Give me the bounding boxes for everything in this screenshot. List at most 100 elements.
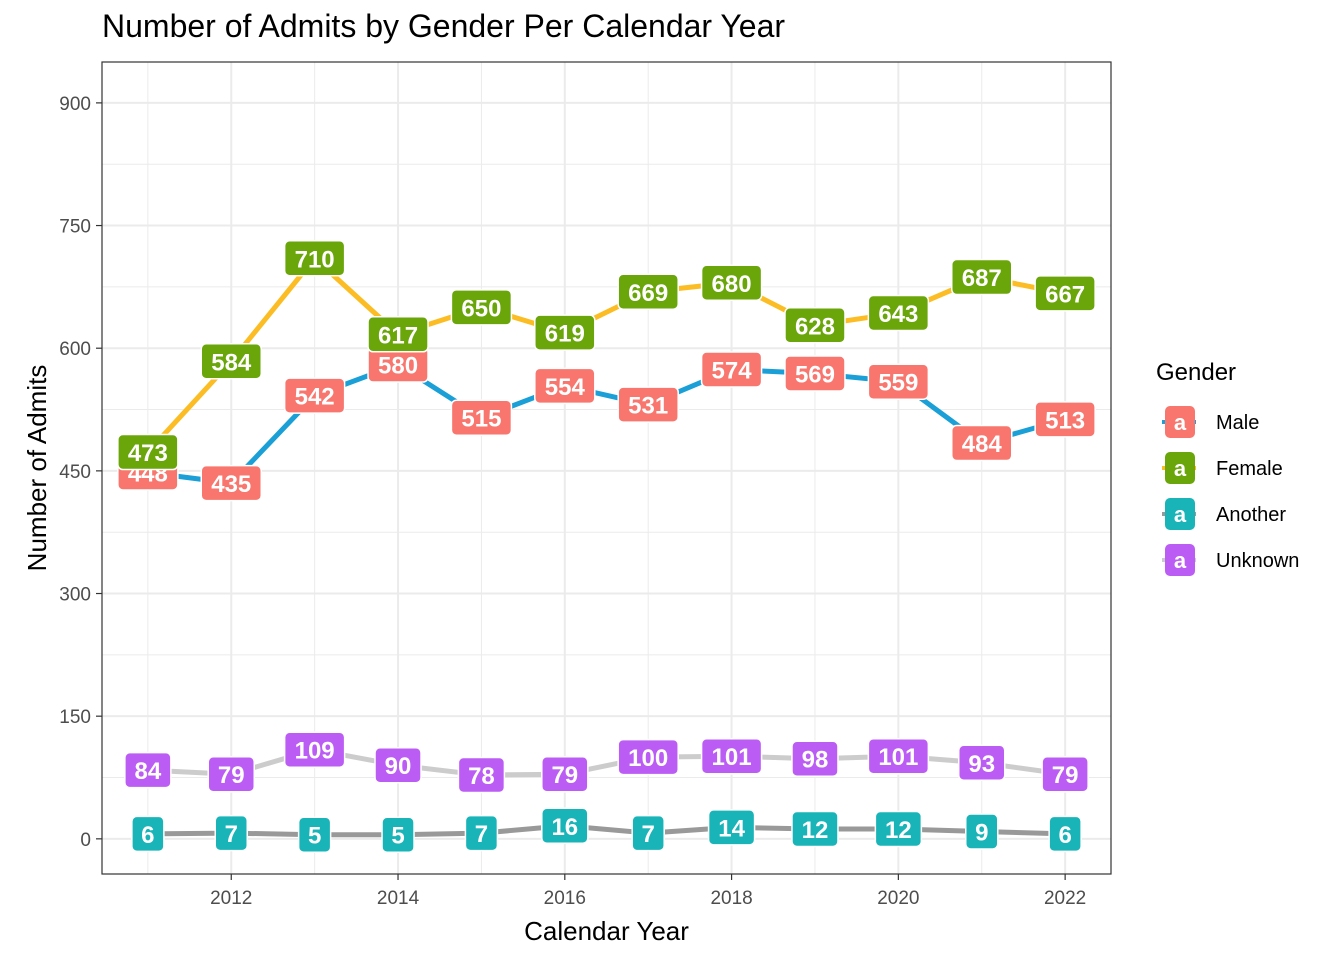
- data-label-box: [1048, 815, 1082, 853]
- data-label: 109: [295, 738, 335, 765]
- data-label: 554: [545, 374, 586, 401]
- legend-label-unknown: Unknown: [1216, 550, 1299, 572]
- legend-key-glyph: a: [1174, 548, 1187, 573]
- data-label: 16: [551, 814, 578, 841]
- data-label: 100: [628, 745, 668, 772]
- data-label-box: [367, 316, 429, 353]
- data-label-box: [450, 289, 513, 326]
- data-label-box: [541, 755, 589, 793]
- data-label: 484: [962, 431, 1003, 458]
- data-label-box: [200, 343, 263, 380]
- data-label-box: [617, 386, 679, 423]
- axis-ticks: 0 150 300 450 600 750 900 2012 2014 2016 2018 2020 2…: [59, 94, 1086, 909]
- chart-title: Number of Admits by Gender Per Calendar …: [102, 8, 786, 44]
- x-tick-label: 2018: [710, 888, 752, 909]
- data-label: 559: [878, 370, 918, 397]
- data-label: 680: [712, 271, 752, 298]
- x-tick-label: 2016: [544, 888, 586, 909]
- data-label-box: [700, 264, 763, 302]
- data-label: 710: [295, 246, 335, 273]
- data-label-box: [207, 755, 256, 793]
- data-label-box: [214, 814, 249, 852]
- data-label-box: [700, 351, 763, 388]
- data-label-box: [874, 810, 923, 848]
- data-label-box: [200, 464, 263, 502]
- legend-label-male: Male: [1216, 412, 1259, 434]
- data-label-box: [700, 737, 763, 775]
- data-label-box: [124, 751, 172, 789]
- data-label: 12: [802, 817, 829, 844]
- data-label-box: [784, 355, 846, 392]
- data-label: 14: [718, 815, 745, 842]
- data-label-box: [631, 814, 665, 852]
- data-label: 580: [378, 353, 418, 380]
- data-label: 79: [551, 762, 578, 789]
- data-labels: 6 7 5 5 7 16 7 14 12 12 9 6 84 79 109 90 78 79 100 101 98 101…: [117, 240, 1096, 853]
- data-label-box: [617, 273, 679, 311]
- data-label: 515: [461, 406, 501, 433]
- data-label: 9: [975, 819, 988, 846]
- data-label-box: [283, 731, 346, 768]
- data-label-box: [534, 367, 596, 405]
- data-label: 574: [712, 357, 753, 384]
- legend-key-box: [1165, 544, 1195, 576]
- data-label: 93: [968, 751, 995, 778]
- data-label-box: [1034, 275, 1096, 312]
- data-label-box: [297, 816, 332, 853]
- data-label: 569: [795, 362, 835, 389]
- data-label: 7: [642, 821, 655, 848]
- data-label: 98: [802, 747, 829, 774]
- legend-key-box: [1165, 452, 1195, 484]
- data-label-box: [867, 363, 930, 400]
- data-label-box: [464, 814, 499, 852]
- data-label: 584: [211, 349, 252, 376]
- data-label: 650: [461, 295, 501, 322]
- legend-key-glyph: a: [1174, 410, 1187, 435]
- data-label-box: [117, 433, 179, 471]
- y-tick-label: 900: [59, 94, 91, 115]
- y-tick-label: 750: [59, 217, 91, 238]
- data-label-box: [374, 746, 422, 784]
- data-label: 513: [1045, 407, 1085, 434]
- data-label-box: [957, 744, 1006, 782]
- data-label: 617: [378, 322, 418, 349]
- data-label-box: [950, 258, 1013, 296]
- label-group-another: 6 7 5 5 7 16 7 14 12 12 9 6: [131, 807, 1082, 853]
- y-axis-title: Number of Admits: [22, 365, 52, 572]
- data-label: 101: [878, 744, 918, 771]
- grid-layer: [102, 62, 1111, 874]
- data-label-box: [1041, 755, 1089, 793]
- data-label: 79: [1052, 762, 1079, 789]
- legend-key-female: a: [1162, 452, 1196, 484]
- legend: Gender a Male a Female a Another a Unknown: [1156, 359, 1299, 576]
- data-label: 628: [795, 313, 835, 340]
- data-label-box: [950, 424, 1013, 462]
- data-label-box: [964, 813, 999, 850]
- legend-key-another: a: [1162, 498, 1196, 530]
- data-label: 84: [135, 758, 162, 785]
- data-label: 7: [475, 821, 488, 848]
- data-label: 12: [885, 817, 912, 844]
- data-label-box: [283, 377, 346, 414]
- data-label: 6: [141, 822, 154, 849]
- panel-border: [101, 61, 1112, 875]
- legend-label-female: Female: [1216, 458, 1283, 480]
- data-label: 78: [468, 763, 495, 790]
- x-axis-title: Calendar Year: [524, 916, 689, 946]
- data-label: 5: [391, 823, 404, 850]
- data-label-box: [541, 807, 589, 845]
- legend-key-box: [1165, 406, 1195, 438]
- data-label: 687: [962, 265, 1002, 292]
- data-label: 6: [1058, 822, 1071, 849]
- data-label-box: [131, 815, 165, 853]
- legend-label-another: Another: [1216, 504, 1286, 526]
- y-tick-label: 300: [59, 585, 91, 606]
- data-label: 531: [628, 393, 668, 420]
- y-tick-label: 0: [80, 830, 91, 851]
- data-label-box: [784, 307, 846, 344]
- label-group-female: 473 584 710 617 650 619 669 680 628 643 687 667: [117, 240, 1096, 471]
- x-tick-label: 2022: [1044, 888, 1086, 909]
- x-tick-label: 2012: [210, 888, 252, 909]
- legend-title: Gender: [1156, 359, 1236, 386]
